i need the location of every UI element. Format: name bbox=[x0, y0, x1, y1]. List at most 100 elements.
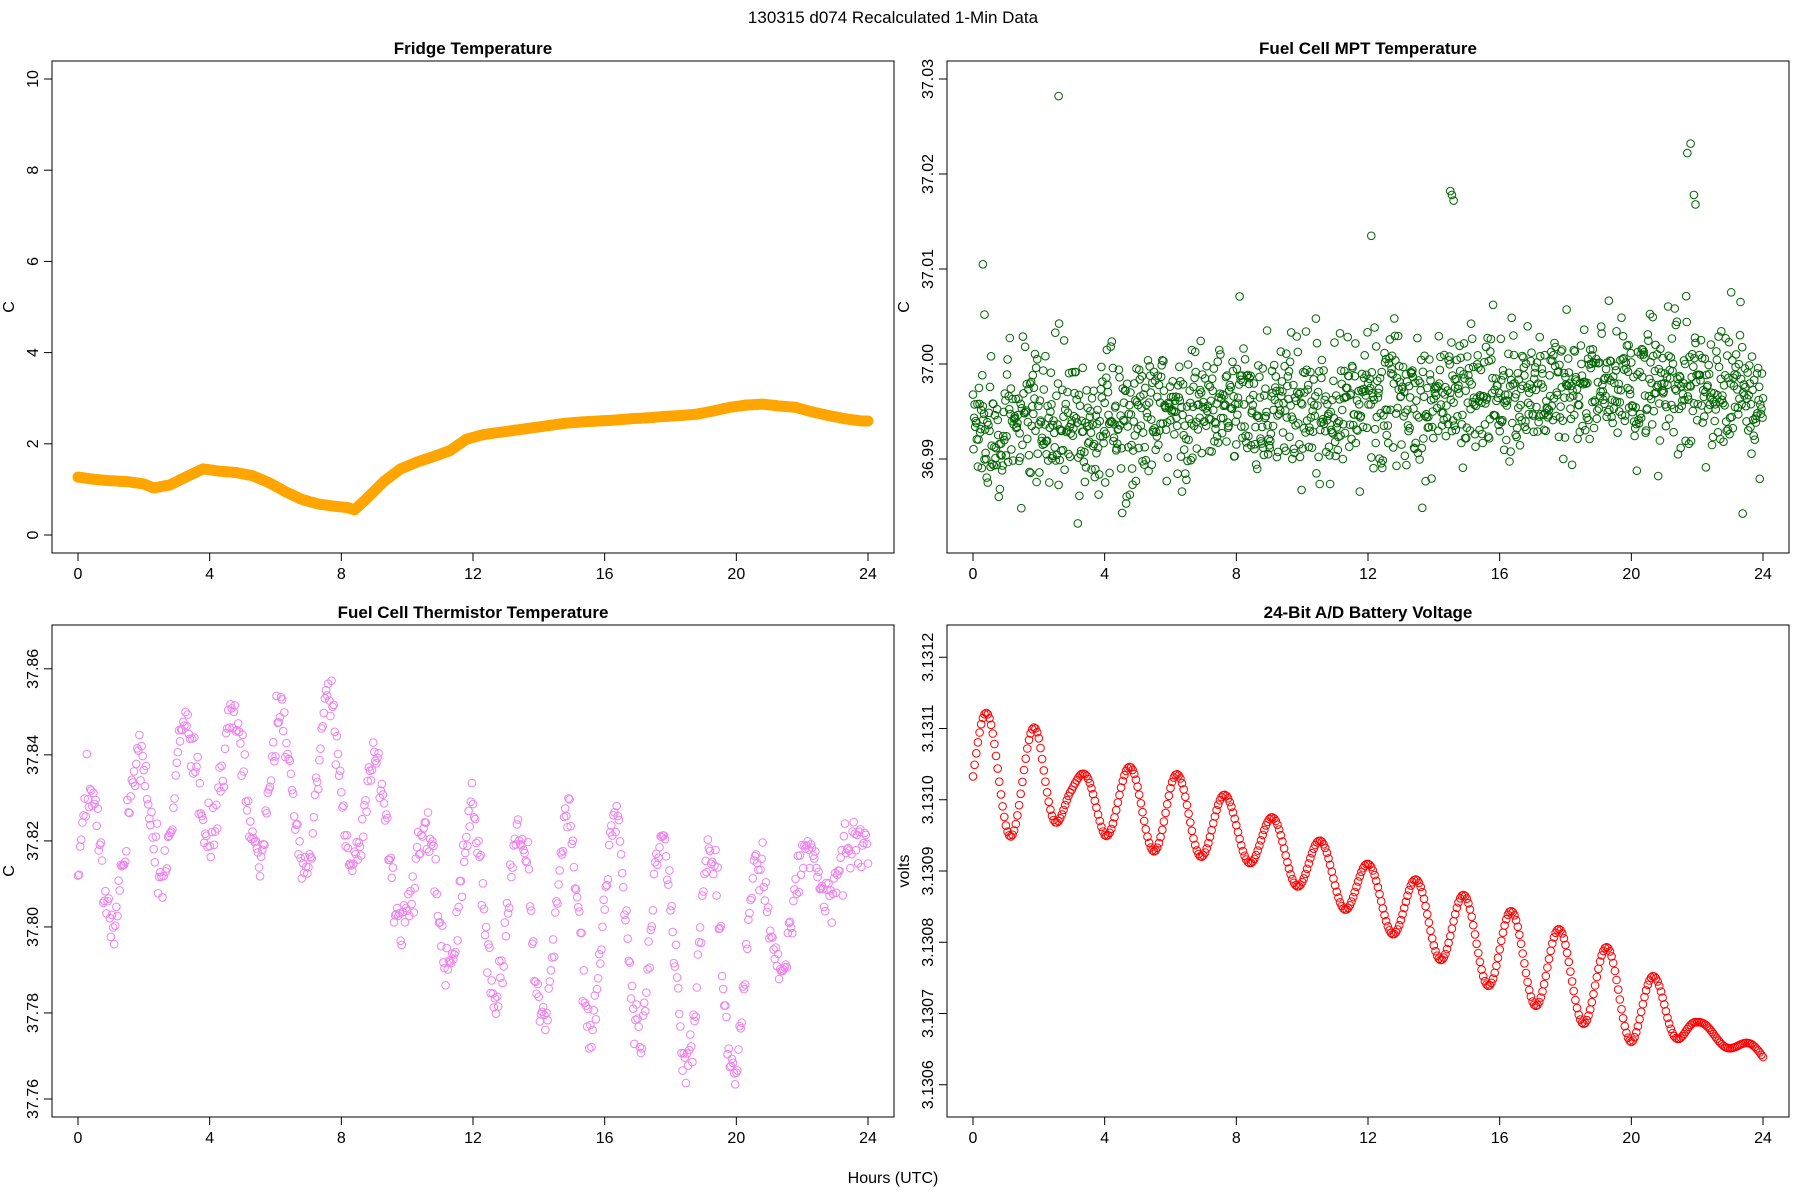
data-point bbox=[619, 882, 628, 892]
data-point bbox=[986, 720, 996, 730]
data-point bbox=[1324, 409, 1333, 419]
data-point bbox=[588, 1025, 597, 1035]
data-point bbox=[1108, 363, 1118, 373]
data-point bbox=[1119, 398, 1129, 408]
data-point bbox=[1106, 342, 1115, 351]
data-point bbox=[597, 945, 606, 955]
data-point bbox=[1244, 379, 1254, 389]
data-point bbox=[1453, 384, 1463, 394]
data-point bbox=[762, 907, 772, 917]
data-point bbox=[1054, 91, 1063, 101]
data-point bbox=[456, 876, 466, 886]
data-point bbox=[616, 850, 626, 859]
data-point bbox=[1664, 414, 1674, 423]
data-point bbox=[236, 739, 245, 748]
data-point bbox=[1138, 807, 1147, 817]
data-point bbox=[374, 749, 383, 758]
data-point bbox=[1557, 345, 1567, 354]
data-point bbox=[1653, 380, 1662, 390]
data-point bbox=[1306, 413, 1316, 422]
data-point bbox=[1378, 463, 1387, 473]
data-point bbox=[990, 410, 1000, 420]
data-point bbox=[1355, 872, 1365, 881]
data-point bbox=[1499, 371, 1508, 380]
data-point bbox=[1296, 388, 1305, 397]
data-point bbox=[521, 856, 531, 866]
data-point bbox=[581, 1001, 591, 1011]
data-point bbox=[1344, 371, 1354, 381]
data-point bbox=[1691, 377, 1701, 387]
data-point bbox=[1393, 331, 1403, 341]
data-point bbox=[1156, 419, 1165, 428]
data-point bbox=[146, 820, 155, 830]
data-point bbox=[1215, 345, 1224, 355]
data-point bbox=[193, 752, 202, 762]
data-point bbox=[1286, 401, 1295, 410]
data-point bbox=[181, 707, 190, 717]
data-point bbox=[108, 923, 118, 932]
data-point bbox=[1002, 432, 1011, 441]
data-point bbox=[457, 892, 467, 902]
data-point bbox=[1474, 948, 1483, 958]
data-point bbox=[1257, 422, 1267, 432]
data-point bbox=[1516, 939, 1526, 949]
data-point bbox=[91, 795, 100, 805]
data-point bbox=[153, 889, 163, 898]
data-point bbox=[970, 760, 979, 770]
data-point bbox=[1286, 870, 1295, 879]
data-point bbox=[74, 870, 84, 880]
data-point bbox=[1178, 410, 1187, 420]
data-point bbox=[1216, 413, 1226, 423]
data-point bbox=[639, 998, 649, 1008]
data-point bbox=[1559, 368, 1569, 378]
data-point bbox=[1153, 392, 1162, 402]
data-point bbox=[1309, 400, 1319, 410]
data-point bbox=[182, 721, 191, 731]
data-point bbox=[504, 903, 514, 913]
data-point bbox=[213, 824, 222, 833]
data-point bbox=[1641, 426, 1651, 435]
data-point bbox=[243, 796, 253, 806]
data-point bbox=[218, 776, 228, 786]
data-point bbox=[1202, 361, 1211, 371]
data-point bbox=[737, 1018, 747, 1028]
data-point bbox=[513, 815, 523, 824]
data-point bbox=[100, 896, 109, 906]
data-point bbox=[131, 759, 141, 769]
data-point bbox=[1484, 434, 1494, 443]
data-point bbox=[1649, 406, 1659, 416]
data-point bbox=[1490, 385, 1499, 395]
data-point bbox=[638, 1011, 648, 1020]
data-point bbox=[1692, 415, 1702, 425]
data-point bbox=[1369, 463, 1378, 473]
data-point bbox=[1133, 782, 1142, 792]
y-tick-label: 10 bbox=[25, 70, 42, 88]
data-point bbox=[1581, 425, 1590, 435]
data-point bbox=[1112, 444, 1121, 453]
data-point bbox=[1039, 385, 1049, 394]
data-point bbox=[1314, 452, 1323, 462]
data-point bbox=[1412, 410, 1422, 420]
data-point bbox=[1391, 409, 1401, 418]
data-point bbox=[1273, 820, 1282, 830]
data-point bbox=[322, 691, 332, 700]
data-point bbox=[1618, 1013, 1628, 1023]
y-tick-label: 4 bbox=[25, 348, 42, 357]
data-point bbox=[1446, 931, 1455, 941]
data-point bbox=[563, 822, 572, 832]
data-point bbox=[1740, 391, 1749, 400]
data-point bbox=[1608, 418, 1617, 428]
data-point bbox=[1636, 1007, 1646, 1017]
data-point bbox=[1137, 403, 1146, 413]
data-point bbox=[1495, 426, 1504, 436]
data-point bbox=[1635, 409, 1645, 419]
y-axis-label: C bbox=[1, 301, 18, 313]
data-point bbox=[1426, 376, 1435, 385]
data-point bbox=[410, 883, 420, 893]
data-point bbox=[1307, 848, 1317, 858]
y-tick-label: 37.78 bbox=[25, 993, 42, 1033]
data-point bbox=[984, 408, 994, 418]
data-point bbox=[1534, 997, 1544, 1007]
data-point bbox=[990, 442, 999, 452]
data-point bbox=[1411, 438, 1420, 448]
